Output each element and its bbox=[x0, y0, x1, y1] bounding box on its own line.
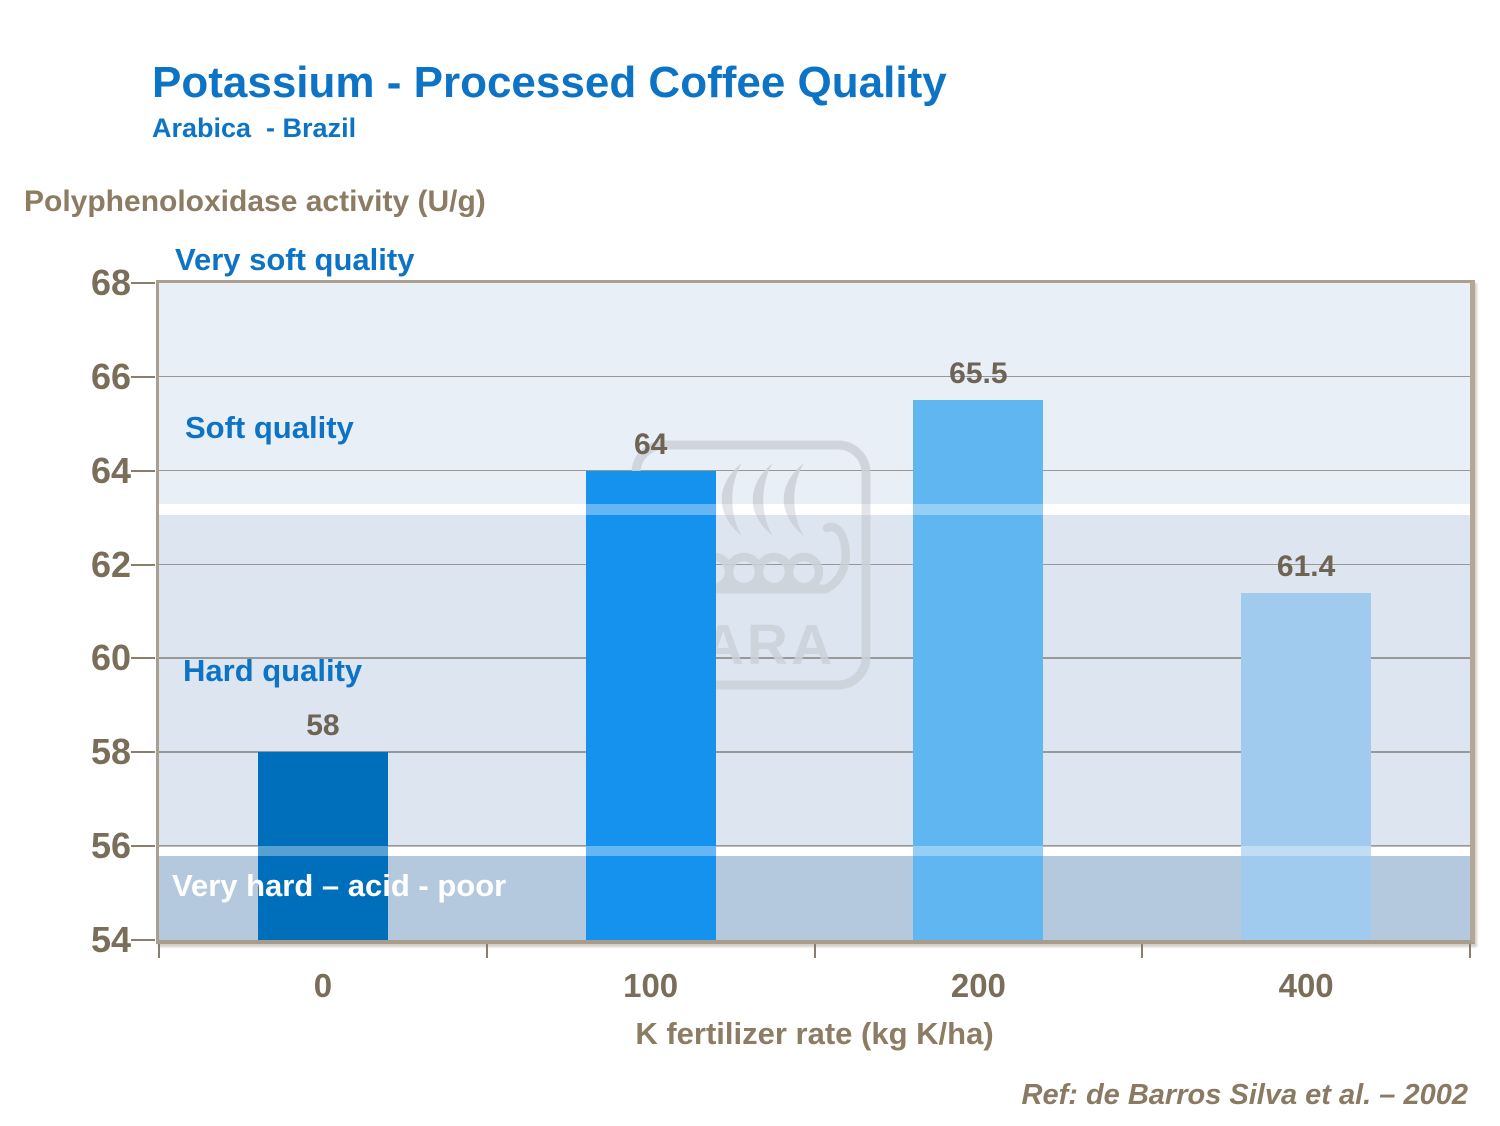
bar-value-label: 64 bbox=[633, 427, 668, 461]
x-tick-label: 100 bbox=[623, 967, 679, 1004]
x-tick-label: 200 bbox=[950, 967, 1006, 1004]
overlay-stripe bbox=[159, 503, 1470, 516]
plot-canvas: YARA 58 64 65.5 61.4 bbox=[159, 283, 1470, 940]
bar-value-label: 61.4 bbox=[1276, 549, 1336, 583]
y-tick-label: 60 bbox=[90, 637, 131, 679]
y-tick-label: 58 bbox=[90, 731, 131, 773]
x-tick-label: 0 bbox=[313, 967, 333, 1004]
overlay-stripe bbox=[159, 846, 1470, 856]
bar bbox=[913, 400, 1044, 940]
y-tick-mark bbox=[131, 751, 155, 754]
y-tick-label: 64 bbox=[90, 449, 131, 491]
bar-value-label: 58 bbox=[306, 709, 340, 743]
y-tick-label: 54 bbox=[90, 919, 131, 960]
zone-label: Very soft quality bbox=[175, 242, 415, 278]
y-tick-label: 68 bbox=[90, 262, 131, 303]
y-tick-mark bbox=[131, 845, 155, 848]
y-tick-label: 66 bbox=[90, 355, 131, 397]
grid-line bbox=[159, 751, 1470, 753]
x-tick-mark bbox=[1469, 944, 1471, 958]
plot-area: YARA 58 64 65.5 61.4 Very soft quality Soft … bbox=[91, 242, 1475, 1051]
bar bbox=[585, 470, 716, 940]
grid-line bbox=[159, 469, 1470, 472]
grid-line bbox=[159, 845, 1470, 847]
zone-band bbox=[159, 503, 1470, 516]
x-tick-mark bbox=[158, 944, 160, 958]
x-axis-title: K fertilizer rate (kg K/ha) bbox=[635, 1016, 994, 1051]
axes-layer: K fertilizer rate (kg K/ha) 54 56 58 60 62 64… bbox=[91, 264, 1471, 1051]
y-tick-label: 56 bbox=[90, 825, 131, 867]
reference-note: Ref: de Barros Silva et al. – 2002 bbox=[1021, 1079, 1469, 1111]
y-tick-mark bbox=[131, 375, 155, 378]
y-tick-mark bbox=[131, 657, 155, 660]
y-tick-mark bbox=[131, 563, 155, 566]
x-tick-mark bbox=[485, 944, 488, 958]
x-tick-mark bbox=[1141, 944, 1144, 958]
zone-band bbox=[159, 283, 1470, 504]
page-title: Potassium - Processed Coffee Quality bbox=[152, 58, 947, 107]
y-axis-title: Polyphenoloxidase activity (U/g) bbox=[24, 185, 486, 218]
y-tick-mark bbox=[131, 939, 155, 941]
grid-line bbox=[159, 375, 1470, 378]
y-tick-label: 62 bbox=[90, 543, 131, 585]
bar bbox=[257, 752, 388, 940]
grid-line bbox=[159, 657, 1470, 659]
bar bbox=[1241, 592, 1372, 940]
x-tick-mark bbox=[813, 944, 816, 958]
zone-band bbox=[159, 846, 1470, 856]
bar-value-label: 65.5 bbox=[949, 357, 1008, 391]
page-subtitle: Arabica - Brazil bbox=[152, 113, 357, 143]
y-tick-mark bbox=[131, 282, 155, 284]
y-tick-mark bbox=[131, 469, 155, 472]
x-tick-label: 400 bbox=[1278, 967, 1334, 1004]
